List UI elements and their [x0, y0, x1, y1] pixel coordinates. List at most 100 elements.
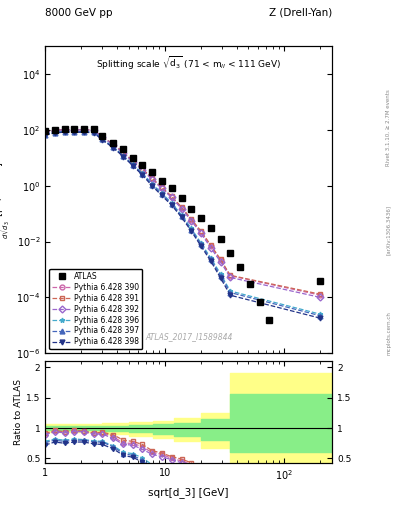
- Pythia 6.428 390: [189, 217, 193, 223]
- Text: mcplots.cern.ch: mcplots.cern.ch: [386, 311, 391, 355]
- ATLAS: [179, 196, 184, 202]
- Pythia 6.428 391: [228, 272, 233, 279]
- Pythia 6.428 391: [43, 129, 48, 135]
- Pythia 6.428 392: [169, 195, 174, 201]
- ATLAS: [62, 125, 67, 132]
- Pythia 6.428 392: [62, 126, 67, 133]
- Pythia 6.428 392: [100, 134, 105, 140]
- ATLAS: [100, 133, 105, 139]
- Pythia 6.428 397: [100, 136, 105, 142]
- Pythia 6.428 390: [43, 130, 48, 136]
- Pythia 6.428 391: [72, 126, 77, 133]
- Pythia 6.428 396: [179, 212, 184, 218]
- Pythia 6.428 391: [150, 175, 154, 181]
- Line: Pythia 6.428 392: Pythia 6.428 392: [43, 127, 323, 300]
- Pythia 6.428 398: [169, 202, 174, 208]
- Pythia 6.428 397: [81, 129, 86, 135]
- Pythia 6.428 398: [159, 193, 164, 199]
- Line: Pythia 6.428 396: Pythia 6.428 396: [43, 129, 323, 316]
- Pythia 6.428 397: [169, 201, 174, 207]
- Pythia 6.428 390: [179, 205, 184, 211]
- ATLAS: [43, 128, 48, 134]
- Pythia 6.428 398: [140, 172, 145, 178]
- Text: 8000 GeV pp: 8000 GeV pp: [45, 8, 113, 18]
- Pythia 6.428 391: [81, 126, 86, 133]
- Pythia 6.428 396: [92, 129, 96, 135]
- Pythia 6.428 397: [121, 153, 126, 159]
- Text: Rivet 3.1.10, ≥ 2.7M events: Rivet 3.1.10, ≥ 2.7M events: [386, 90, 391, 166]
- Pythia 6.428 396: [111, 143, 116, 150]
- Pythia 6.428 397: [159, 191, 164, 197]
- Pythia 6.428 396: [140, 170, 145, 176]
- Line: Pythia 6.428 390: Pythia 6.428 390: [43, 127, 323, 297]
- Pythia 6.428 397: [228, 289, 233, 295]
- Legend: ATLAS, Pythia 6.428 390, Pythia 6.428 391, Pythia 6.428 392, Pythia 6.428 396, P: ATLAS, Pythia 6.428 390, Pythia 6.428 39…: [49, 269, 142, 350]
- Pythia 6.428 391: [62, 126, 67, 133]
- Pythia 6.428 396: [121, 153, 126, 159]
- Pythia 6.428 391: [140, 166, 145, 172]
- Pythia 6.428 396: [100, 136, 105, 142]
- Pythia 6.428 398: [81, 129, 86, 135]
- Pythia 6.428 392: [208, 245, 213, 251]
- Text: Splitting scale $\sqrt{\mathregular{d_3}}$ (71 < m$_{ll}$ < 111 GeV): Splitting scale $\sqrt{\mathregular{d_3}…: [96, 55, 281, 72]
- Line: Pythia 6.428 397: Pythia 6.428 397: [43, 129, 323, 318]
- Pythia 6.428 398: [130, 163, 135, 169]
- Text: Z (Drell-Yan): Z (Drell-Yan): [269, 8, 332, 18]
- Pythia 6.428 391: [198, 228, 203, 234]
- Pythia 6.428 396: [228, 288, 233, 294]
- Pythia 6.428 390: [318, 292, 323, 298]
- Pythia 6.428 397: [43, 132, 48, 138]
- Pythia 6.428 391: [208, 242, 213, 248]
- Pythia 6.428 398: [111, 144, 116, 151]
- Pythia 6.428 390: [208, 243, 213, 249]
- Pythia 6.428 398: [198, 243, 203, 249]
- Pythia 6.428 392: [228, 274, 233, 281]
- Pythia 6.428 390: [130, 158, 135, 164]
- Line: Pythia 6.428 398: Pythia 6.428 398: [43, 130, 323, 321]
- Pythia 6.428 397: [140, 171, 145, 177]
- Pythia 6.428 392: [111, 142, 116, 148]
- Pythia 6.428 392: [150, 176, 154, 182]
- Pythia 6.428 398: [318, 315, 323, 322]
- Pythia 6.428 390: [72, 127, 77, 133]
- Pythia 6.428 397: [150, 181, 154, 187]
- ATLAS: [140, 162, 145, 168]
- Pythia 6.428 392: [130, 159, 135, 165]
- ATLAS: [72, 126, 77, 132]
- Pythia 6.428 396: [169, 200, 174, 206]
- ATLAS: [218, 236, 223, 242]
- Pythia 6.428 397: [72, 129, 77, 135]
- Pythia 6.428 392: [81, 126, 86, 133]
- Line: ATLAS: ATLAS: [42, 125, 323, 324]
- Pythia 6.428 397: [52, 130, 57, 136]
- Pythia 6.428 392: [218, 259, 223, 265]
- Pythia 6.428 398: [121, 154, 126, 160]
- Pythia 6.428 398: [72, 130, 77, 136]
- ATLAS: [159, 178, 164, 184]
- Pythia 6.428 392: [179, 206, 184, 212]
- Pythia 6.428 397: [318, 313, 323, 319]
- Pythia 6.428 396: [43, 131, 48, 137]
- Pythia 6.428 391: [100, 134, 105, 140]
- Text: ATLAS_2017_I1589844: ATLAS_2017_I1589844: [145, 332, 232, 341]
- Pythia 6.428 396: [72, 129, 77, 135]
- Y-axis label: Ratio to ATLAS: Ratio to ATLAS: [14, 379, 23, 445]
- ATLAS: [208, 225, 213, 231]
- Pythia 6.428 390: [81, 126, 86, 133]
- Pythia 6.428 391: [52, 127, 57, 134]
- Pythia 6.428 390: [92, 127, 96, 134]
- Pythia 6.428 390: [100, 134, 105, 140]
- Pythia 6.428 397: [62, 129, 67, 135]
- Pythia 6.428 391: [218, 257, 223, 263]
- Pythia 6.428 398: [92, 130, 96, 136]
- Pythia 6.428 396: [130, 161, 135, 167]
- ATLAS: [130, 155, 135, 161]
- ATLAS: [257, 298, 262, 305]
- ATLAS: [248, 281, 252, 287]
- ATLAS: [52, 127, 57, 133]
- Pythia 6.428 390: [218, 257, 223, 263]
- Pythia 6.428 396: [81, 129, 86, 135]
- Pythia 6.428 390: [159, 185, 164, 191]
- Pythia 6.428 398: [100, 137, 105, 143]
- ATLAS: [92, 126, 96, 132]
